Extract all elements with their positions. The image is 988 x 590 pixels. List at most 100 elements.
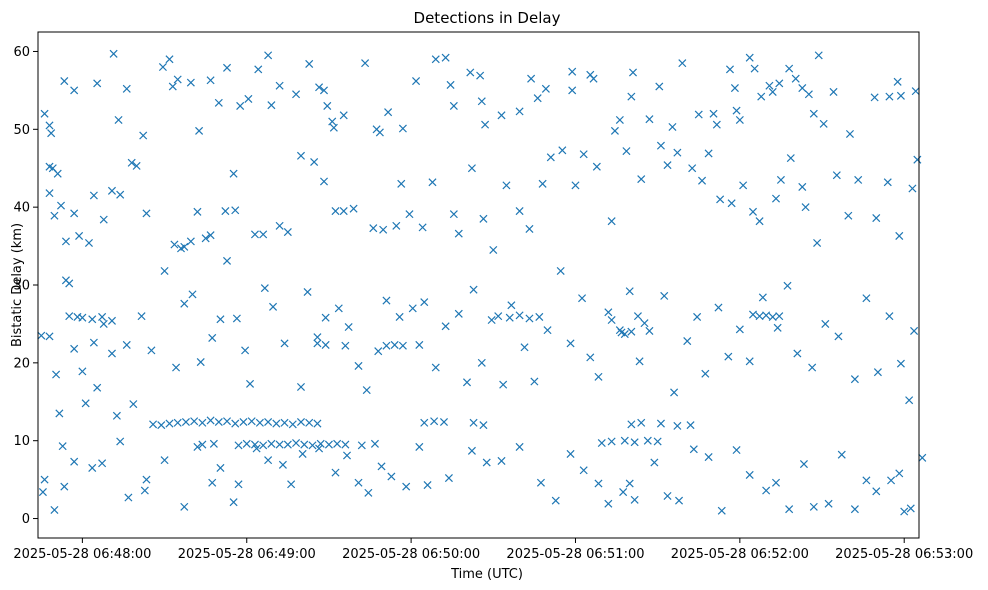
data-point <box>469 418 478 427</box>
data-point <box>656 419 665 428</box>
data-point <box>776 175 785 184</box>
data-point <box>887 476 896 485</box>
data-point <box>259 230 268 239</box>
data-point <box>918 453 927 462</box>
data-point <box>446 80 455 89</box>
data-point <box>688 164 697 173</box>
data-point <box>620 330 629 339</box>
data-point <box>441 322 450 331</box>
data-point <box>489 245 498 254</box>
data-point <box>61 237 70 246</box>
data-point <box>558 146 567 155</box>
data-point <box>98 459 107 468</box>
data-point <box>58 442 67 451</box>
data-point <box>114 115 123 124</box>
data-point <box>704 453 713 462</box>
data-point <box>328 117 337 126</box>
data-point <box>198 418 207 427</box>
data-point <box>313 419 322 428</box>
data-point <box>773 323 782 332</box>
data-point <box>441 53 450 62</box>
data-point <box>633 312 642 321</box>
x-tick-label: 2025-05-28 06:53:00 <box>835 547 973 562</box>
data-point <box>316 439 325 448</box>
data-point <box>216 315 225 324</box>
data-point <box>505 313 514 322</box>
data-point <box>310 157 319 167</box>
data-point <box>862 476 871 485</box>
data-point <box>566 339 575 348</box>
data-point <box>615 326 624 335</box>
data-point <box>398 341 407 350</box>
data-point <box>267 101 276 110</box>
data-point <box>686 421 695 430</box>
data-point <box>234 480 243 489</box>
data-point <box>287 480 296 489</box>
data-point <box>579 150 588 159</box>
data-point <box>283 440 292 449</box>
data-point <box>147 346 156 355</box>
x-tick-label: 2025-05-28 06:48:00 <box>13 547 151 562</box>
data-point <box>476 71 485 80</box>
data-point <box>206 416 215 425</box>
data-point <box>717 506 726 515</box>
data-point <box>122 340 131 349</box>
data-point <box>65 279 74 288</box>
data-point <box>454 309 463 318</box>
data-point <box>423 481 432 490</box>
data-point <box>668 122 677 131</box>
data-point <box>645 115 654 124</box>
data-point <box>592 162 601 171</box>
data-point <box>735 115 744 124</box>
data-point <box>798 84 807 93</box>
data-point <box>594 479 603 488</box>
data-point <box>246 379 255 388</box>
data-point <box>137 312 146 321</box>
data-point <box>660 291 669 300</box>
data-point <box>60 77 69 86</box>
data-point <box>354 478 363 487</box>
data-point <box>420 298 429 307</box>
data-point <box>819 119 828 128</box>
data-point <box>482 458 491 467</box>
data-point <box>339 207 348 216</box>
data-point <box>758 293 767 302</box>
data-point <box>244 94 253 103</box>
data-point <box>809 109 818 118</box>
data-point <box>885 312 894 321</box>
data-point <box>783 281 792 290</box>
data-point <box>883 178 892 187</box>
data-point <box>628 68 638 77</box>
data-point <box>832 171 841 180</box>
data-point <box>395 312 404 321</box>
data-point <box>762 486 771 495</box>
data-point <box>254 65 263 74</box>
data-point <box>362 386 371 395</box>
data-point <box>527 74 536 83</box>
data-point <box>515 107 524 116</box>
data-point <box>397 179 406 188</box>
data-point <box>701 369 710 378</box>
data-point <box>405 210 414 219</box>
data-point <box>430 417 439 426</box>
data-point <box>850 505 859 514</box>
data-point <box>231 419 240 428</box>
data-point <box>89 338 98 347</box>
data-point <box>260 284 269 293</box>
data-point <box>387 472 396 481</box>
data-point <box>278 460 287 469</box>
y-axis: 0 10 20 30 40 50 60 <box>13 45 38 527</box>
data-point <box>201 234 210 243</box>
data-point <box>275 221 284 230</box>
data-point <box>845 129 854 139</box>
data-point <box>342 451 352 460</box>
data-point <box>556 266 565 276</box>
data-point <box>653 437 662 446</box>
data-point <box>129 400 138 409</box>
data-point <box>578 294 587 303</box>
data-point <box>418 223 427 232</box>
data-point <box>45 121 54 130</box>
data-point <box>122 84 131 93</box>
data-point <box>694 110 703 119</box>
